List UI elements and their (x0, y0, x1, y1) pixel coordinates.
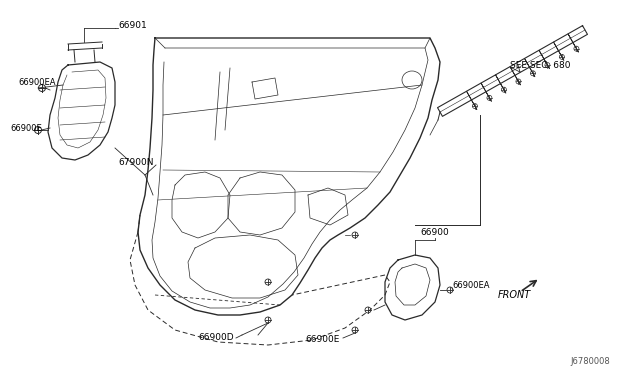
Text: SEE SEC. 680: SEE SEC. 680 (510, 61, 570, 70)
Text: 66900: 66900 (420, 228, 449, 237)
Text: 66900D: 66900D (198, 333, 234, 341)
Text: 67900N: 67900N (118, 157, 154, 167)
Text: 66900E: 66900E (305, 336, 339, 344)
Text: FRONT: FRONT (498, 290, 531, 300)
Text: 66900E: 66900E (10, 124, 42, 132)
Text: 66900EA: 66900EA (18, 77, 56, 87)
Text: J6780008: J6780008 (570, 357, 610, 366)
Text: 66900EA: 66900EA (452, 280, 490, 289)
Text: 66901: 66901 (118, 20, 147, 29)
